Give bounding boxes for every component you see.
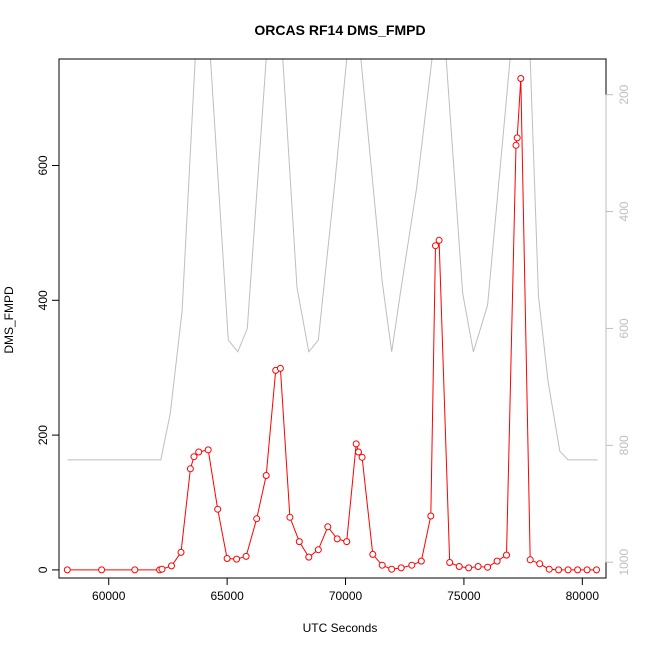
data-point — [493, 557, 501, 565]
data-point — [324, 523, 332, 531]
data-point — [242, 552, 250, 560]
data-point — [536, 560, 544, 568]
y-tick-label: 200 — [36, 425, 50, 445]
data-point — [369, 550, 377, 558]
data-point — [223, 555, 231, 562]
data-point — [432, 242, 439, 250]
axes-layer: 60000 65000 70000 75000 80000 0 200 400 600 200 40… — [36, 84, 631, 603]
plot-frame — [58, 58, 607, 579]
data-point — [63, 566, 71, 574]
data-point — [276, 364, 284, 372]
x-tick-label: 80000 — [566, 589, 600, 603]
data-point — [131, 566, 139, 574]
data-point — [195, 448, 203, 456]
data-point — [186, 465, 194, 473]
data-point — [214, 505, 222, 513]
data-point — [474, 563, 482, 570]
data-point — [204, 446, 212, 454]
y-tick-label: 400 — [36, 290, 50, 310]
data-point — [262, 472, 270, 479]
right-tick-label: 800 — [617, 435, 631, 455]
data-point — [517, 75, 525, 82]
y-tick-label: 600 — [36, 155, 50, 175]
x-tick-label: 65000 — [210, 589, 244, 603]
y-axis-label: DMS_FMPD — [2, 286, 16, 354]
y-tick-label: 0 — [36, 566, 50, 573]
data-point — [190, 453, 198, 461]
grey-series-layer — [67, 59, 598, 461]
data-point — [168, 562, 175, 570]
data-point — [446, 559, 454, 566]
data-point — [314, 546, 322, 554]
data-point — [295, 538, 303, 546]
data-point — [593, 566, 600, 574]
x-axis-label: UTC Seconds — [303, 621, 378, 635]
data-point — [465, 564, 473, 572]
data-point — [417, 557, 425, 565]
data-point — [484, 563, 492, 571]
right-tick-label: 400 — [617, 201, 631, 221]
data-point — [352, 440, 360, 448]
data-point — [583, 566, 591, 574]
data-point — [427, 512, 435, 520]
right-tick-label: 600 — [617, 318, 631, 338]
data-point — [98, 566, 106, 574]
data-point — [512, 141, 520, 149]
data-point — [305, 553, 313, 561]
data-point — [388, 565, 396, 573]
x-tick-label: 75000 — [447, 589, 481, 603]
data-point — [233, 555, 241, 563]
data-point — [355, 448, 362, 456]
data-point — [253, 515, 261, 523]
data-point — [408, 561, 416, 569]
data-point — [158, 565, 166, 573]
data-point — [333, 535, 341, 543]
right-tick-label: 1000 — [617, 549, 631, 576]
red-series-layer — [63, 75, 600, 574]
data-point — [343, 538, 351, 546]
x-tick-label: 60000 — [92, 589, 126, 603]
data-point — [555, 566, 563, 574]
data-point — [435, 236, 443, 244]
right-tick-label: 200 — [617, 84, 631, 104]
data-point — [545, 565, 553, 573]
red-series-line — [67, 78, 597, 571]
data-point — [574, 566, 582, 574]
data-point — [513, 134, 521, 142]
data-point — [378, 561, 386, 569]
x-tick-label: 70000 — [329, 589, 363, 603]
data-point — [564, 566, 572, 574]
chart-title: ORCAS RF14 DMS_FMPD — [254, 22, 425, 38]
data-point — [503, 551, 510, 559]
data-point — [286, 513, 294, 521]
grey-series-line — [67, 59, 598, 461]
data-point — [177, 548, 185, 556]
data-point — [358, 453, 366, 461]
data-point — [526, 556, 534, 564]
data-point — [455, 563, 463, 570]
data-point — [397, 564, 405, 572]
